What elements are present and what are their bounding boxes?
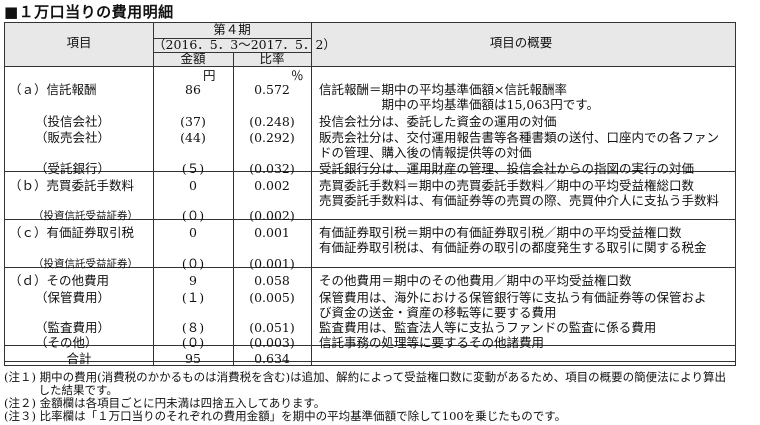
row-amount: 0 [189, 178, 197, 193]
row-label: （受託銀行） [35, 161, 111, 176]
row-description: 売買委託手数料＝期中の売買委託手数料／期中の平均受益権総口数 [319, 178, 695, 193]
row-ratio: 0.002 [254, 178, 290, 193]
row-label: （監査費用） [35, 320, 111, 335]
section-divider [5, 171, 735, 172]
expense-table: 項目 第４期 （2016．5．3～2017．5．2） 金額 比率 項目の概要円 ％ （ａ）信託… [4, 22, 736, 366]
row-description: 有価証券取引税は、有価証券の取引の都度発生する取引に関する税金 [319, 240, 707, 255]
row-description: 有価証券取引税＝期中の有価証券取引税／期中の平均受益権口数 [319, 225, 682, 240]
row-ratio: (0.032) [249, 161, 295, 176]
row-label: （その他） [35, 335, 98, 350]
row-ratio: (0.002) [249, 208, 295, 223]
row-ratio: (0.051) [249, 320, 295, 335]
row-amount: (０) [181, 335, 205, 350]
row-label: （投資信託受益証券） [33, 258, 138, 270]
row-label: （ｂ）売買委託手数料 [9, 178, 135, 193]
row-amount: 0 [189, 225, 197, 240]
header-divider [153, 52, 311, 53]
row-amount: 9 [189, 273, 197, 288]
row-description: ドの管理、購入後の情報提供等の対価 [319, 145, 532, 160]
footnote: (注３) 比率欄は「１万口当りのそれぞれの費用金額」を期中の平均基準価額で除して… [4, 409, 567, 423]
row-description: 信託報酬＝期中の平均基準価額×信託報酬率 [319, 82, 567, 97]
page-title: ■１万口当りの費用明細 [4, 3, 174, 21]
row-amount: (０) [181, 208, 205, 223]
row-description: 売買委託手数料は、有価証券等の売買の際、売買仲介人に支払う手数料 [319, 193, 720, 208]
row-label: （ｄ）その他費用 [9, 273, 110, 288]
row-amount: (44) [180, 130, 206, 145]
header-date-range: （2016．5．3～2017．5．2） [153, 37, 336, 52]
section-divider [5, 267, 735, 268]
header-period: 第４期 [213, 22, 251, 37]
row-label: 合計 [66, 351, 92, 366]
row-description: び資金の送金・資産の移転等に要する費用 [319, 305, 557, 320]
row-description: 受託銀行分は、運用財産の管理、投信会社からの指図の実行の対価 [319, 161, 695, 176]
row-description: 販売会社分は、交付運用報告書等各種書類の送付、口座内での各ファン [319, 130, 720, 145]
header-amount: 金額 [180, 51, 206, 66]
row-ratio: 0.572 [254, 82, 290, 97]
row-ratio: (0.292) [249, 130, 295, 145]
row-label: （ｃ）有価証券取引税 [9, 225, 135, 240]
section-divider [5, 345, 735, 346]
header-ratio: 比率 [259, 51, 285, 66]
row-ratio: (0.005) [249, 290, 295, 305]
row-label: （販売会社） [35, 130, 111, 145]
section-divider [5, 361, 735, 362]
section-divider [5, 219, 735, 220]
row-amount: 95 [185, 351, 201, 366]
row-amount: (１) [181, 290, 205, 305]
header-item: 項目 [66, 35, 92, 50]
row-label: （投資信託受益証券） [33, 210, 138, 222]
table-header [5, 23, 735, 67]
row-description: その他費用＝期中のその他費用／期中の平均受益権口数 [319, 273, 632, 288]
row-ratio: (0.248) [249, 114, 295, 129]
header-divider [153, 38, 311, 39]
unit-yen: 円 [203, 68, 216, 83]
column-divider [311, 23, 312, 365]
column-divider [233, 53, 234, 365]
row-amount: (37) [180, 114, 206, 129]
row-amount: 86 [185, 82, 201, 97]
row-ratio: 0.058 [254, 273, 290, 288]
unit-percent: ％ [291, 68, 304, 83]
footnote: した結果です。 [4, 383, 118, 397]
row-description: 監査費用は、監査法人等に支払うファンドの監査に係る費用 [319, 320, 657, 335]
row-description: 期中の平均基準価額は15,063円です。 [319, 97, 600, 112]
row-ratio: (0.003) [249, 335, 295, 350]
row-label: （投信会社） [35, 114, 111, 129]
column-divider [153, 23, 154, 365]
row-amount: (０) [181, 256, 205, 271]
footnote: (注１) 期中の費用(消費税のかかるものは消費税を含む)は追加、解約によって受益… [4, 370, 726, 384]
row-ratio: (0.001) [249, 256, 295, 271]
header-overview: 項目の概要 [489, 35, 553, 50]
row-amount: (８) [181, 320, 205, 335]
footnote: (注２) 金額欄は各項目ごとに円未満は四捨五入してあります。 [4, 396, 326, 410]
row-label: （ａ）信託報酬 [9, 82, 97, 97]
row-description: 投信会社分は、委託した資金の運用の対価 [319, 114, 557, 129]
row-ratio: 0.001 [254, 225, 290, 240]
row-ratio: 0.634 [254, 351, 290, 366]
row-description: 保管費用は、海外における保管銀行等に支払う有価証券等の保管およ [319, 290, 707, 305]
row-description: 信託事務の処理等に要するその他諸費用 [319, 335, 545, 350]
row-amount: (５) [181, 161, 205, 176]
row-label: （保管費用） [35, 290, 111, 305]
